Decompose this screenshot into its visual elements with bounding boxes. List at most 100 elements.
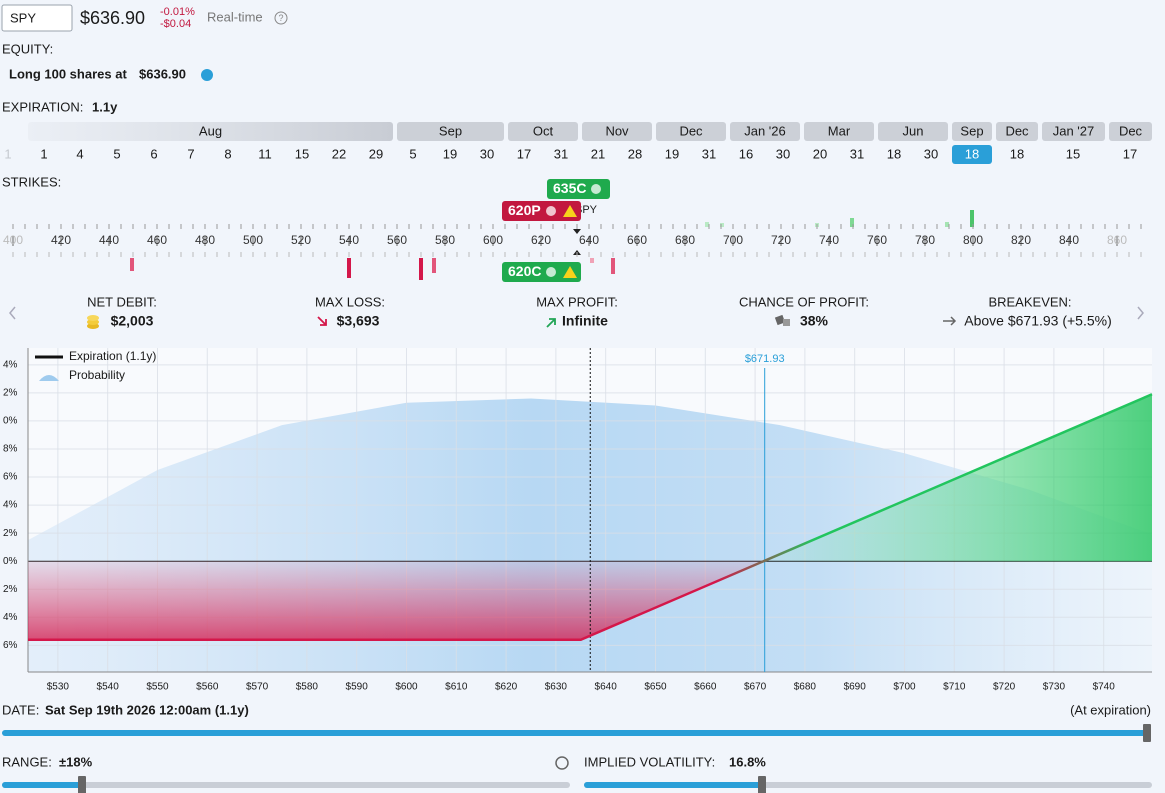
strike-tick-label: 580 xyxy=(435,233,455,247)
y-tick-label: 0% xyxy=(3,556,18,567)
month-tab[interactable] xyxy=(1109,122,1152,141)
day-label[interactable]: 8 xyxy=(224,146,231,161)
stat-label: BREAKEVEN: xyxy=(988,294,1071,309)
stat-value: Above $671.93 (+5.5%) xyxy=(964,313,1112,329)
stat-label: CHANCE OF PROFIT: xyxy=(739,294,869,309)
strike-leg-tag[interactable] xyxy=(502,262,581,282)
month-tab[interactable] xyxy=(1042,122,1105,141)
day-label[interactable]: 18 xyxy=(965,146,979,161)
y-tick-label: 2% xyxy=(3,528,18,539)
day-label[interactable]: 6 xyxy=(150,146,157,161)
loss-fill xyxy=(28,560,765,640)
day-label[interactable]: 28 xyxy=(628,146,642,161)
prev-chevron[interactable] xyxy=(9,306,16,320)
day-label[interactable]: 5 xyxy=(409,146,416,161)
equity-label: EQUITY: xyxy=(2,41,53,56)
day-label[interactable]: 11 xyxy=(258,146,272,161)
day-label[interactable]: 1 xyxy=(40,146,47,161)
month-tab[interactable] xyxy=(804,122,874,141)
day-label[interactable]: 31 xyxy=(702,146,716,161)
change-abs: -$0.04 xyxy=(160,18,191,30)
month-tab[interactable] xyxy=(952,122,992,141)
month-label: Jun xyxy=(903,123,924,138)
x-tick-label: $710 xyxy=(943,682,966,693)
day-label[interactable]: 4 xyxy=(76,146,83,161)
expiration-label: EXPIRATION: xyxy=(2,99,83,114)
reset-icon[interactable] xyxy=(555,756,569,770)
strike-tick-label: 560 xyxy=(387,233,407,247)
month-label: Nov xyxy=(605,123,629,138)
day-label[interactable]: 21 xyxy=(591,146,605,161)
month-label: Sep xyxy=(960,123,983,138)
range-slider-fill xyxy=(2,782,82,788)
strikes-label: STRIKES: xyxy=(2,174,61,189)
day-label[interactable]: 30 xyxy=(776,146,790,161)
month-tab[interactable] xyxy=(878,122,948,141)
month-tab[interactable] xyxy=(656,122,726,141)
day-label[interactable]: 7 xyxy=(187,146,194,161)
y-tick-label: 8% xyxy=(3,444,18,455)
day-label[interactable]: 15 xyxy=(1066,146,1080,161)
range-slider-handle[interactable] xyxy=(78,776,86,793)
month-tab[interactable] xyxy=(730,122,800,141)
stat-label: MAX LOSS: xyxy=(315,294,385,309)
day-label[interactable]: 5 xyxy=(113,146,120,161)
month-tab[interactable] xyxy=(28,122,393,141)
x-tick-label: $650 xyxy=(644,682,667,693)
next-chevron[interactable] xyxy=(1137,306,1144,320)
month-label: Aug xyxy=(199,123,222,138)
help-icon[interactable] xyxy=(274,11,288,25)
day-label[interactable]: 16 xyxy=(739,146,753,161)
month-tab[interactable] xyxy=(996,122,1038,141)
month-tab[interactable] xyxy=(397,122,504,141)
expiration-value: 1.1y xyxy=(92,99,118,114)
change-pct: -0.01% xyxy=(160,6,195,18)
day-label[interactable]: 19 xyxy=(665,146,679,161)
day-label[interactable]: 30 xyxy=(480,146,494,161)
symbol-input[interactable] xyxy=(1,4,73,32)
day-label[interactable]: 22 xyxy=(332,146,346,161)
stat-label: MAX PROFIT: xyxy=(536,294,618,309)
strike-tick-label: 500 xyxy=(243,233,263,247)
x-tick-label: $640 xyxy=(595,682,618,693)
x-tick-label: $610 xyxy=(445,682,468,693)
day-label[interactable]: 29 xyxy=(369,146,383,161)
price: $636.90 xyxy=(80,8,145,28)
date-slider[interactable] xyxy=(2,730,1148,736)
day-label[interactable]: 17 xyxy=(1123,146,1137,161)
month-tab[interactable] xyxy=(508,122,578,141)
day-label[interactable]: 30 xyxy=(924,146,938,161)
equity-price: $636.90 xyxy=(139,66,186,81)
day-label[interactable]: 17 xyxy=(517,146,531,161)
info-icon xyxy=(201,69,213,81)
strike-tick-label: 760 xyxy=(867,233,887,247)
stat-value: $3,693 xyxy=(337,313,380,329)
warning-icon xyxy=(563,205,577,217)
date-note: (At expiration) xyxy=(1070,702,1151,717)
strike-tick-label: 400 xyxy=(3,233,23,247)
day-label[interactable]: 19 xyxy=(443,146,457,161)
strike-leg-tag[interactable] xyxy=(547,179,610,199)
day-label[interactable]: 31 xyxy=(554,146,568,161)
day-label[interactable]: 1 xyxy=(4,146,11,161)
month-tab[interactable] xyxy=(582,122,652,141)
legend-label: Probability xyxy=(69,368,125,382)
strike-tick-label: 740 xyxy=(819,233,839,247)
x-tick-label: $530 xyxy=(47,682,70,693)
strike-tick-label: 600 xyxy=(483,233,503,247)
day-label[interactable]: 18 xyxy=(887,146,901,161)
day-label[interactable]: 15 xyxy=(295,146,309,161)
month-label: Dec xyxy=(1119,123,1143,138)
date-slider-handle[interactable] xyxy=(1143,724,1151,742)
day-label[interactable]: 31 xyxy=(850,146,864,161)
range-slider[interactable] xyxy=(2,782,570,788)
strike-leg-tag[interactable] xyxy=(502,201,581,221)
x-tick-label: $680 xyxy=(794,682,817,693)
stat-value: 38% xyxy=(800,313,829,329)
symbol[interactable]: SPY xyxy=(10,10,36,25)
strike-tick-label: 540 xyxy=(339,233,359,247)
day-label[interactable]: 18 xyxy=(1010,146,1024,161)
iv-slider-handle[interactable] xyxy=(758,776,766,793)
day-label[interactable]: 20 xyxy=(813,146,827,161)
